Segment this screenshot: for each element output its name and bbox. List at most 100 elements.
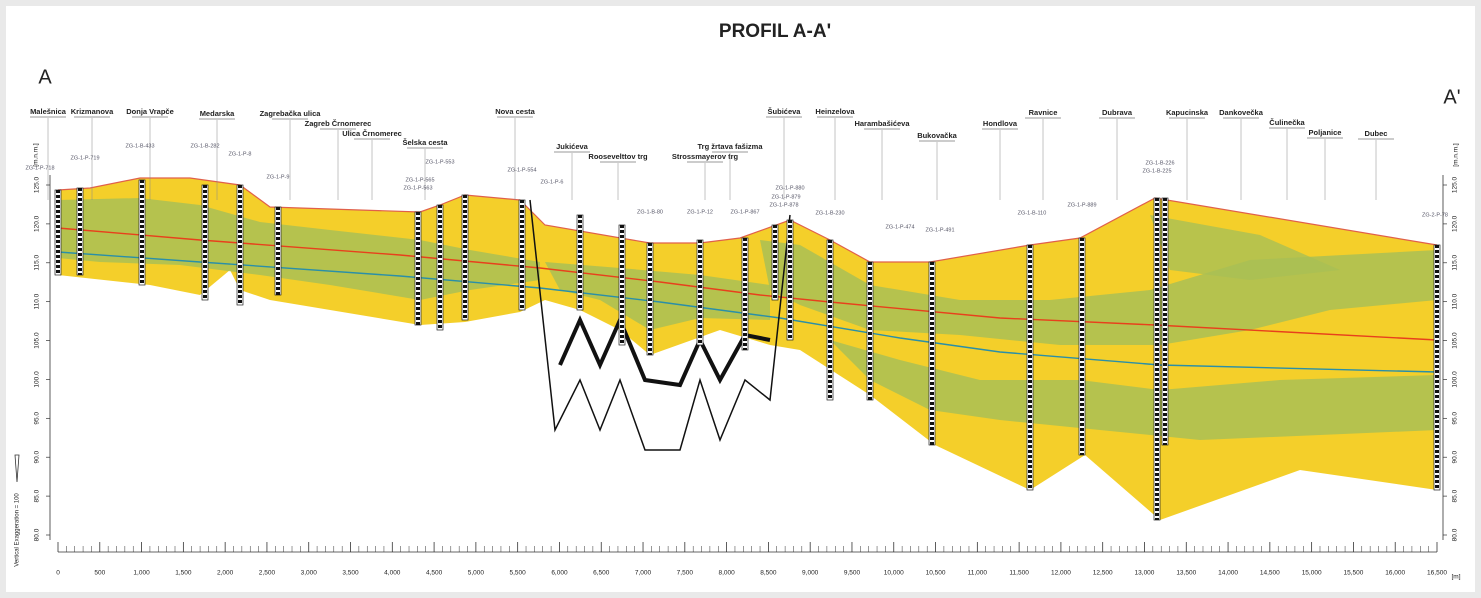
borehole-id: ZG-1-P-719 (70, 155, 99, 161)
borehole-id: ZG-1-P-474 (885, 224, 914, 230)
drawing-sheet: Malešnica Krizmanova Donja Vrapče Medarska Z… (6, 6, 1475, 592)
location-label: Šubićeva (768, 107, 802, 116)
x-tick-label: 9,500 (844, 570, 861, 577)
borehole-id: ZG-1-P-554 (507, 167, 536, 173)
x-tick-label: 3,000 (301, 570, 318, 577)
x-tick-label: 11,500 (1009, 570, 1029, 577)
x-unit: [m] (1451, 574, 1460, 581)
borehole (275, 207, 281, 295)
x-tick-label: 8,500 (760, 570, 777, 577)
y-tick-label: 95.0 (34, 412, 41, 425)
borehole-id: ZG-1-B-110 (1018, 210, 1047, 216)
x-tick-label: 6,000 (551, 570, 568, 577)
location-label: Donja Vrapče (126, 107, 174, 116)
y-tick-label: 105.0 (1452, 332, 1459, 349)
location-label: Kapucinska (1166, 108, 1209, 117)
x-tick-label: 4,000 (384, 570, 401, 577)
x-tick-label: 1,500 (175, 570, 192, 577)
location-label: Strossmayerov trg (672, 152, 739, 161)
y-unit-left: [m.n.m.] (33, 143, 40, 167)
y-tick-label: 90.0 (1452, 451, 1459, 464)
y-tick-label: 110.0 (34, 293, 41, 309)
borehole-id: ZG-1-B-230 (815, 210, 844, 216)
y-tick-label: 105.0 (34, 332, 41, 349)
section-start: A (38, 66, 52, 88)
borehole-id: ZG-1-P-563 (403, 185, 432, 191)
location-label: Dubec (1365, 129, 1388, 138)
location-label: Čulinečka (1269, 118, 1305, 127)
x-tick-label: 7,500 (677, 570, 694, 577)
location-label: Ulica Črnomerec (342, 129, 402, 138)
x-tick-label: 5,500 (510, 570, 527, 577)
borehole-id: ZG-1-B-80 (637, 209, 663, 215)
location-label: Dubrava (1102, 108, 1133, 117)
scale-note: Vertical Exaggeration = 100 (15, 493, 21, 567)
x-tick-label: 6,500 (593, 570, 610, 577)
location-label: Harambašićeva (854, 119, 910, 128)
x-tick-label: 9,000 (802, 570, 819, 577)
location-label: Zagreb Črnomerec (305, 119, 372, 128)
y-tick-label: 120.0 (1452, 215, 1459, 232)
borehole-id: ZG-1-P-867 (730, 209, 759, 215)
borehole (77, 188, 83, 275)
y-tick-label: 120.0 (34, 215, 41, 232)
x-tick-label: 16,500 (1427, 570, 1447, 577)
x-tick-label: 14,500 (1260, 570, 1280, 577)
x-tick-label: 13,500 (1176, 570, 1196, 577)
x-tick-label: 13,000 (1135, 570, 1155, 577)
x-tick-label: 15,500 (1343, 570, 1363, 577)
borehole-id: ZG-1-P-889 (1067, 202, 1096, 208)
location-label: Jukićeva (556, 142, 589, 151)
x-tick-label: 4,500 (426, 570, 443, 577)
scale-symbol (15, 455, 19, 482)
borehole-id: ZG-1-B-282 (190, 143, 219, 149)
borehole-id: ZG-1-P-878 (769, 202, 798, 208)
borehole-id: ZG-1-P-491 (925, 227, 954, 233)
y-tick-label: 80.0 (1452, 528, 1459, 541)
x-tick-label: 0 (56, 570, 60, 577)
x-tick-label: 2,000 (217, 570, 234, 577)
borehole-id: ZG-1-P-12 (687, 209, 713, 215)
y-tick-label: 85.0 (1452, 489, 1459, 502)
borehole-id: ZG-1-P-880 (775, 185, 804, 191)
x-tick-label: 16,000 (1385, 570, 1405, 577)
location-label: Dankovečka (1219, 108, 1264, 117)
x-tick-label: 8,000 (718, 570, 735, 577)
y-tick-label: 80.0 (34, 528, 41, 541)
y-tick-label: 115.0 (34, 255, 41, 271)
y-tick-label: 100.0 (34, 371, 41, 388)
y-tick-label: 95.0 (1452, 412, 1459, 425)
location-label: Krizmanova (71, 107, 114, 116)
location-label: Trg žrtava fašizma (697, 142, 763, 151)
y-tick-label: 90.0 (34, 451, 41, 464)
location-label: Roosevelttov trg (588, 152, 648, 161)
y-tick-label: 100.0 (1452, 371, 1459, 388)
x-tick-label: 7,000 (635, 570, 652, 577)
x-tick-label: 500 (94, 570, 105, 577)
x-tick-label: 3,500 (342, 570, 359, 577)
cross-section: Malešnica Krizmanova Donja Vrapče Medarska Z… (6, 6, 1475, 592)
borehole-id: ZG-2-P-78 (1422, 212, 1448, 218)
x-tick-label: 5,000 (468, 570, 485, 577)
location-label: Malešnica (30, 107, 67, 116)
x-tick-label: 11,000 (968, 570, 988, 577)
borehole-id: ZG-1-P-565 (405, 177, 434, 183)
x-tick-label: 14,000 (1218, 570, 1238, 577)
location-label: Šelska cesta (402, 138, 448, 147)
y-unit-right: [m.n.m.] (1453, 143, 1460, 167)
x-tick-label: 10,000 (884, 570, 904, 577)
borehole-id: ZG-1-P-718 (25, 165, 54, 171)
location-label: Hondlova (983, 119, 1018, 128)
x-tick-label: 2,500 (259, 570, 276, 577)
y-tick-label: 110.0 (1452, 293, 1459, 309)
location-label: Nova cesta (495, 107, 535, 116)
location-label: Bukovačka (917, 131, 957, 140)
borehole-id: ZG-1-P-9 (267, 174, 290, 180)
borehole-id: ZG-1-B-433 (125, 143, 154, 149)
title: PROFIL A-A' (719, 21, 831, 42)
location-label: Ravnice (1029, 108, 1058, 117)
location-label: Heinzelova (815, 107, 855, 116)
location-label: Medarska (200, 109, 235, 118)
borehole-id: ZG-1-P-553 (425, 159, 454, 165)
borehole-id: ZG-1-B-225 (1142, 168, 1171, 174)
